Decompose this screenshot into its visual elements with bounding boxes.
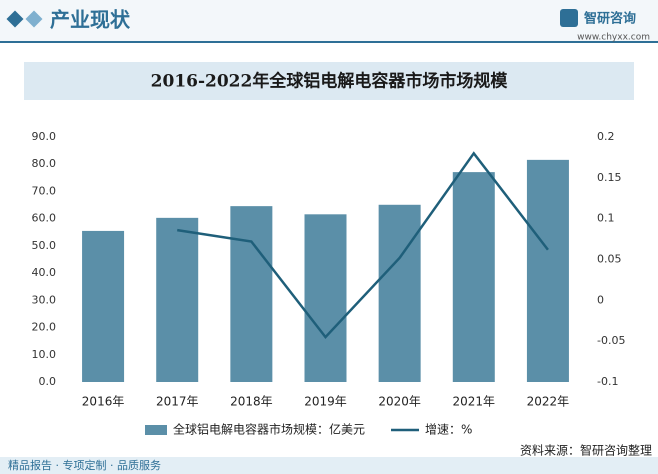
legend-label: 增速：% xyxy=(425,423,472,437)
legend-swatch xyxy=(145,425,167,435)
legend-label: 全球铝电解电容器市场规模：亿美元 xyxy=(173,422,365,437)
bar xyxy=(230,206,273,382)
source: 资料来源：智研咨询整理 xyxy=(520,443,652,458)
y-tick-label: 50.0 xyxy=(32,239,57,252)
bar xyxy=(378,204,421,382)
x-tick-label: 2019年 xyxy=(304,395,347,409)
x-tick-label: 2020年 xyxy=(378,395,421,409)
y2-tick-label: -0.05 xyxy=(597,334,625,347)
y-tick-label: 70.0 xyxy=(32,184,57,197)
x-tick-label: 2016年 xyxy=(82,395,125,409)
y-tick-label: 80.0 xyxy=(32,157,57,170)
header-url: www.chyxx.com xyxy=(577,33,650,43)
plot: 0.0 10.0 20.0 30.0 40.0 50.0 60.0 70.0 80.0 90.0 -… xyxy=(32,130,626,437)
y2-tick-label: 0.05 xyxy=(597,253,622,266)
y-tick-label: 0.0 xyxy=(39,375,57,388)
logo-text: 智研咨询 xyxy=(584,11,636,27)
x-tick-label: 2021年 xyxy=(453,395,496,409)
y-tick-label: 40.0 xyxy=(32,266,57,279)
y2-tick-label: 0 xyxy=(597,293,604,306)
bar xyxy=(452,172,495,382)
bar xyxy=(304,214,347,382)
header-title: 产业现状 xyxy=(50,8,131,32)
header-bg xyxy=(0,0,658,42)
line xyxy=(177,151,549,340)
x-tick-label: 2017年 xyxy=(156,395,199,409)
chart-title: 2016-2022年全球铝电解电容器市场市场规模 xyxy=(151,71,509,92)
title-bg xyxy=(24,62,634,100)
y-tick-label: 90.0 xyxy=(32,130,57,143)
bar xyxy=(156,217,199,382)
y2-tick-label: 0.1 xyxy=(597,212,615,225)
footer-bg xyxy=(0,457,658,474)
y2-tick-label: 0.15 xyxy=(597,171,622,184)
logo-icon xyxy=(560,9,578,27)
bar xyxy=(526,159,569,382)
bar xyxy=(82,230,125,382)
header-line xyxy=(0,41,658,43)
y-tick-label: 60.0 xyxy=(32,212,57,225)
y-tick-label: 10.0 xyxy=(32,348,57,361)
x-tick-label: 2018年 xyxy=(230,395,273,409)
y-tick-label: 30.0 xyxy=(32,293,57,306)
y-tick-label: 20.0 xyxy=(32,321,57,334)
y2-tick-label: -0.1 xyxy=(597,375,618,388)
footer-slogan: 精品报告 · 专项定制 · 品质服务 xyxy=(8,458,161,472)
x-tick-label: 2022年 xyxy=(527,395,570,409)
y2-tick-label: 0.2 xyxy=(597,130,615,143)
